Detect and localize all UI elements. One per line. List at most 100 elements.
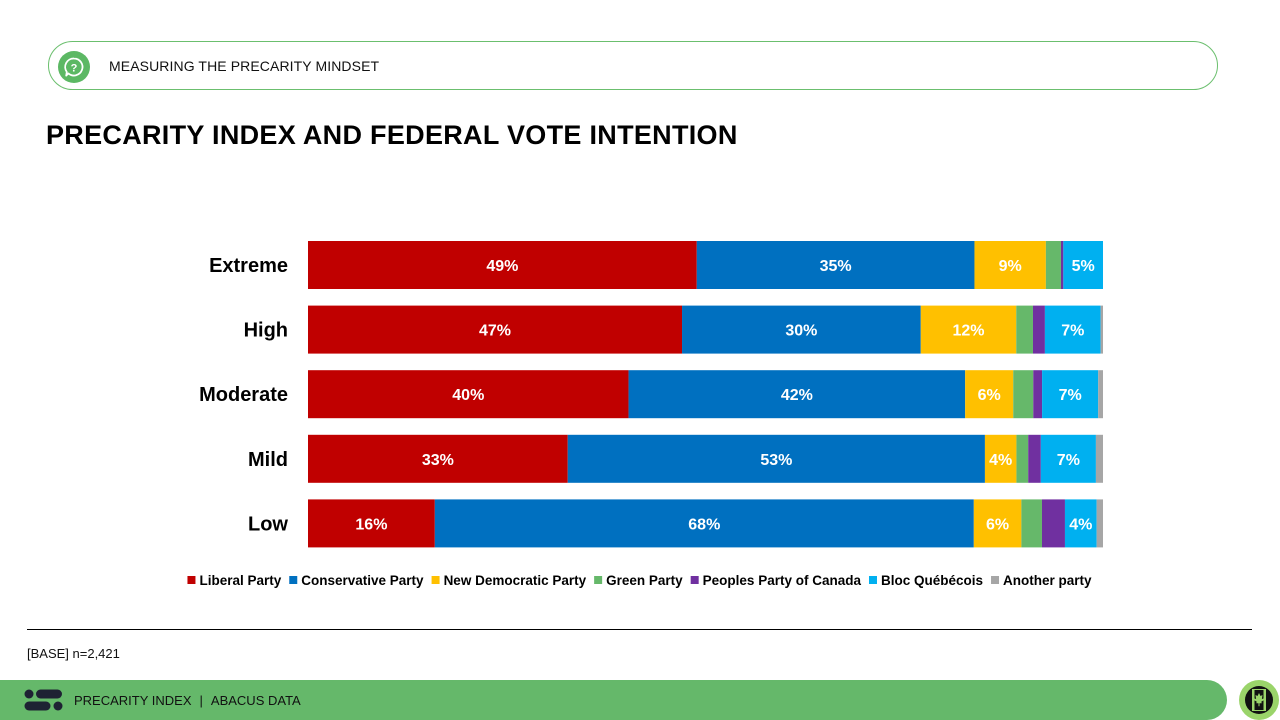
canada-flag-icon <box>1239 680 1279 720</box>
legend-swatch <box>594 576 603 584</box>
data-label: 47% <box>479 323 511 340</box>
legend-item: New Democratic Party <box>431 573 587 588</box>
bar-row-high: High 47% 30% 12% 7% <box>244 305 1103 354</box>
bar-segment-peoples-party-of-canada <box>1041 499 1065 548</box>
data-label: 40% <box>452 387 484 404</box>
data-label: 30% <box>785 323 817 340</box>
legend-swatch <box>991 576 1000 584</box>
category-label: High <box>244 320 288 342</box>
category-label: Mild <box>248 449 288 471</box>
data-label: 53% <box>760 452 792 469</box>
data-label: 7% <box>1057 452 1080 469</box>
bar-segment-liberal-party <box>308 499 435 548</box>
legend-swatch <box>187 576 196 584</box>
legend-swatch <box>868 576 877 584</box>
legend-label: Bloc Québécois <box>881 573 983 588</box>
section-label: MEASURING THE PRECARITY MINDSET <box>109 58 380 74</box>
bar-segment-peoples-party-of-canada <box>1032 305 1045 354</box>
base-note: [BASE] n=2,421 <box>27 646 120 661</box>
legend-item: Another party <box>991 573 1092 588</box>
category-label: Low <box>248 513 288 535</box>
bar-segment-new-democratic-party <box>974 241 1046 289</box>
legend-item: Bloc Québécois <box>868 573 983 588</box>
data-label: 35% <box>820 258 852 275</box>
bar-segment-conservative-party <box>696 241 975 289</box>
bar-segment-peoples-party-of-canada <box>1033 370 1043 419</box>
footer-bar: PRECARITY INDEX | ABACUS DATA <box>0 680 1227 720</box>
bar-segment-green-party <box>1016 434 1029 483</box>
bar-segment-green-party <box>1016 305 1033 354</box>
bars-group: Extreme 49% 35% 9% 5%High 47% 30% 12% 7%Moderate… <box>199 241 1103 548</box>
footer-text: PRECARITY INDEX | ABACUS DATA <box>74 693 301 708</box>
footer-right-text: ABACUS DATA <box>210 693 301 708</box>
stacked-bar-chart: Extreme 49% 35% 9% 5%High 47% 30% 12% 7%Moderate… <box>187 241 1103 588</box>
legend-label: Liberal Party <box>199 573 281 588</box>
bar-segment-bloc-qu-b-cois <box>1063 241 1103 289</box>
data-label: 42% <box>781 387 813 404</box>
data-label: 4% <box>989 452 1012 469</box>
bar-segment-green-party <box>1045 241 1061 289</box>
section-header-pill: ? MEASURING THE PRECARITY MINDSET <box>48 41 1218 90</box>
bar-segment-another-party <box>1095 434 1103 483</box>
legend-label: Conservative Party <box>301 573 424 588</box>
bar-row-low: Low 16% 68% 6% 4% <box>248 499 1103 548</box>
bar-segment-another-party <box>1096 499 1103 548</box>
bar-segment-new-democratic-party <box>920 305 1017 354</box>
svg-text:?: ? <box>71 63 78 75</box>
data-label: 49% <box>486 258 518 275</box>
data-label: 68% <box>688 516 720 533</box>
bar-segment-liberal-party <box>308 434 568 483</box>
bar-segment-conservative-party <box>682 305 921 354</box>
legend-swatch <box>690 576 699 584</box>
bar-segment-peoples-party-of-canada <box>1028 434 1041 483</box>
bar-segment-liberal-party <box>308 370 629 419</box>
footer-separator: | <box>199 693 203 708</box>
bar-segment-another-party <box>1100 305 1103 354</box>
bar-segment-another-party <box>1098 370 1103 419</box>
bar-segment-bloc-qu-b-cois <box>1042 370 1099 419</box>
legend-item: Peoples Party of Canada <box>690 573 862 588</box>
bar-segment-bloc-qu-b-cois <box>1040 434 1096 483</box>
bar-row-extreme: Extreme 49% 35% 9% 5% <box>209 241 1103 289</box>
bar-segment-liberal-party <box>308 305 683 354</box>
legend: Liberal Party Conservative Party New Democ… <box>187 573 1092 588</box>
legend-label: Green Party <box>606 573 683 588</box>
bar-segment-conservative-party <box>434 499 974 548</box>
data-label: 33% <box>422 452 454 469</box>
data-label: 6% <box>978 387 1001 404</box>
chart-title: PRECARITY INDEX AND FEDERAL VOTE INTENTI… <box>46 120 738 150</box>
data-label: 7% <box>1061 323 1084 340</box>
bar-row-mild: Mild 33% 53% 4% 7% <box>248 434 1103 483</box>
question-bubble-icon: ? <box>58 51 90 83</box>
legend-label: Peoples Party of Canada <box>703 573 862 588</box>
data-label: 4% <box>1069 516 1092 533</box>
legend-label: New Democratic Party <box>444 573 587 588</box>
bar-segment-bloc-qu-b-cois <box>1064 499 1097 548</box>
bar-segment-liberal-party <box>308 241 697 289</box>
legend-label: Another party <box>1003 573 1092 588</box>
data-label: 6% <box>986 516 1009 533</box>
bar-segment-green-party <box>1021 499 1042 548</box>
bar-segment-conservative-party <box>628 370 966 419</box>
data-label: 12% <box>952 323 984 340</box>
footer-divider <box>27 629 1252 630</box>
category-label: Extreme <box>209 255 288 277</box>
data-label: 7% <box>1059 387 1082 404</box>
bar-segment-green-party <box>1013 370 1034 419</box>
data-label: 16% <box>355 516 387 533</box>
legend-item: Green Party <box>594 573 683 588</box>
bar-segment-new-democratic-party <box>965 370 1014 419</box>
bar-row-moderate: Moderate 40% 42% 6% 7% <box>199 370 1103 419</box>
bar-segment-new-democratic-party <box>984 434 1017 483</box>
legend-item: Conservative Party <box>289 573 424 588</box>
data-label: 9% <box>999 258 1022 275</box>
bar-segment-conservative-party <box>567 434 985 483</box>
legend-swatch <box>431 576 440 584</box>
abacus-logo-icon <box>24 689 63 711</box>
bar-segment-bloc-qu-b-cois <box>1044 305 1101 354</box>
category-label: Moderate <box>199 384 288 406</box>
legend-item: Liberal Party <box>187 573 282 588</box>
legend-swatch <box>289 576 298 584</box>
bar-segment-peoples-party-of-canada <box>1060 241 1064 289</box>
data-label: 5% <box>1072 258 1095 275</box>
